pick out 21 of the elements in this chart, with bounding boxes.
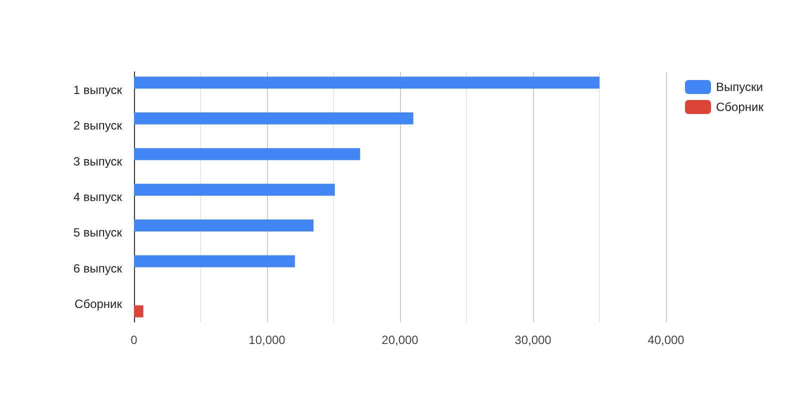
y-tick-label: 6 выпуск [73, 261, 123, 276]
bar [134, 148, 360, 160]
y-tick-label: 1 выпуск [73, 82, 123, 97]
y-tick-label: 3 выпуск [73, 154, 123, 168]
legend-label: Выпуски [716, 80, 763, 94]
bar [134, 305, 144, 318]
bar [134, 76, 600, 89]
bar [134, 220, 314, 232]
y-tick-label: 2 выпуск [73, 118, 123, 133]
bar [134, 184, 335, 196]
legend-label: Сборник [716, 100, 764, 114]
x-tick-label: 40,000 [648, 333, 685, 347]
y-tick-label: Сборник [74, 297, 123, 312]
x-tick-label: 0 [130, 333, 138, 347]
bar [134, 112, 414, 124]
y-tick-label: 5 выпуск [73, 226, 123, 240]
x-tick-label: 30,000 [514, 333, 552, 347]
x-tick-label: 20,000 [382, 333, 419, 347]
bar [134, 255, 295, 268]
x-tick-label: 10,000 [248, 333, 286, 347]
y-tick-label: 4 выпуск [73, 190, 123, 204]
